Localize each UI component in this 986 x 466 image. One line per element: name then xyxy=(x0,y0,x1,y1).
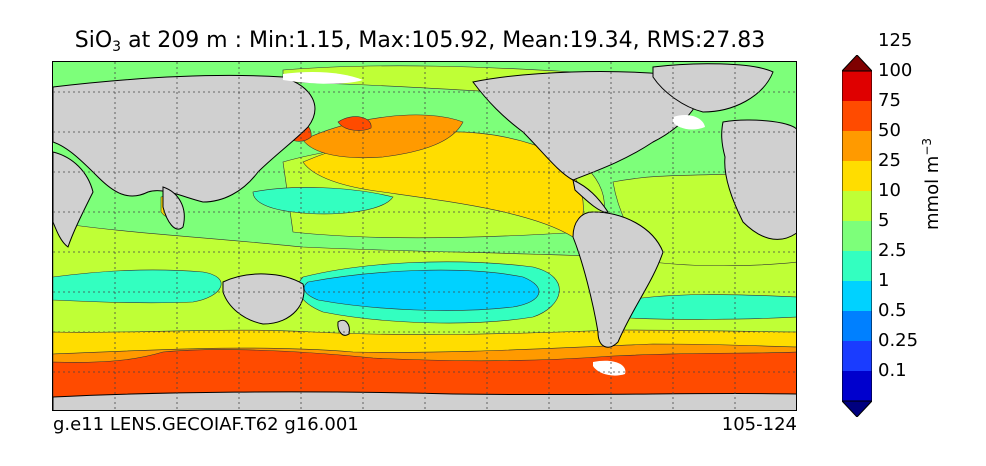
map-title: SiO3 at 209 m : Min:1.15, Max:105.92, Me… xyxy=(74,28,766,55)
colorbar-segment xyxy=(842,161,872,191)
land-north-america xyxy=(472,71,702,181)
colorbar-segment xyxy=(842,221,872,251)
graticule xyxy=(53,62,796,410)
silicate-map xyxy=(53,62,796,410)
colorbar-tick-label: 0.25 xyxy=(878,330,919,351)
colorbar-tick-label: 50 xyxy=(878,120,901,141)
land-europe-africa xyxy=(721,119,796,240)
land-australia xyxy=(222,273,305,325)
colorbar-tick-label: 25 xyxy=(878,150,901,171)
colorbar-frame xyxy=(842,70,872,402)
land-india xyxy=(162,186,185,230)
colorbar-segment xyxy=(842,281,872,311)
colorbar-under-arrow xyxy=(842,400,872,417)
land-new-zealand xyxy=(337,319,350,336)
land-central-america xyxy=(572,179,609,213)
colorbar-segment xyxy=(842,311,872,341)
colorbar xyxy=(842,55,872,417)
years-label: 105-124 xyxy=(721,414,797,435)
colorbar-tick-label: 0.5 xyxy=(878,300,907,321)
colorbar-tick-label: 125 xyxy=(878,30,913,51)
land-eurasia xyxy=(53,74,316,203)
missing-hudson xyxy=(673,115,705,130)
colorbar-tick-label: 10 xyxy=(878,180,901,201)
colorbar-tick-label: 1 xyxy=(878,270,890,291)
units-label: mmol m−3 xyxy=(920,137,943,230)
land-south-america xyxy=(572,211,664,348)
colorbar-tick-label: 100 xyxy=(878,60,913,81)
colorbar-segment xyxy=(842,251,872,281)
missing-antarctic xyxy=(593,360,626,376)
colorbar-over-arrow xyxy=(842,55,872,72)
contour-2p5-5-south-atlantic xyxy=(617,294,796,320)
contour-2p5-5-north-pacific xyxy=(252,187,394,215)
colorbar-tick-label: 0.1 xyxy=(878,360,907,381)
colorbar-segment xyxy=(842,371,872,401)
map-panel xyxy=(52,61,797,411)
land-antarctica xyxy=(53,391,796,410)
colorbar-tick-label: 5 xyxy=(878,210,890,231)
colorbar-segment xyxy=(842,191,872,221)
missing-arctic-west xyxy=(283,72,363,84)
case-label: g.e11 LENS.GECOIAF.T62 g16.001 xyxy=(53,414,359,435)
land-africa-west xyxy=(53,151,94,248)
colorbar-tick-label: 75 xyxy=(878,90,901,111)
land-greenland xyxy=(652,63,774,113)
colorbar-segment xyxy=(842,131,872,161)
contour-2p5-5-indian xyxy=(53,269,222,304)
contour-1-2p5-south-pacific xyxy=(303,269,540,311)
colorbar-segment xyxy=(842,101,872,131)
colorbar-segment xyxy=(842,341,872,371)
colorbar-segment xyxy=(842,71,872,101)
colorbar-tick-label: 2.5 xyxy=(878,240,907,261)
